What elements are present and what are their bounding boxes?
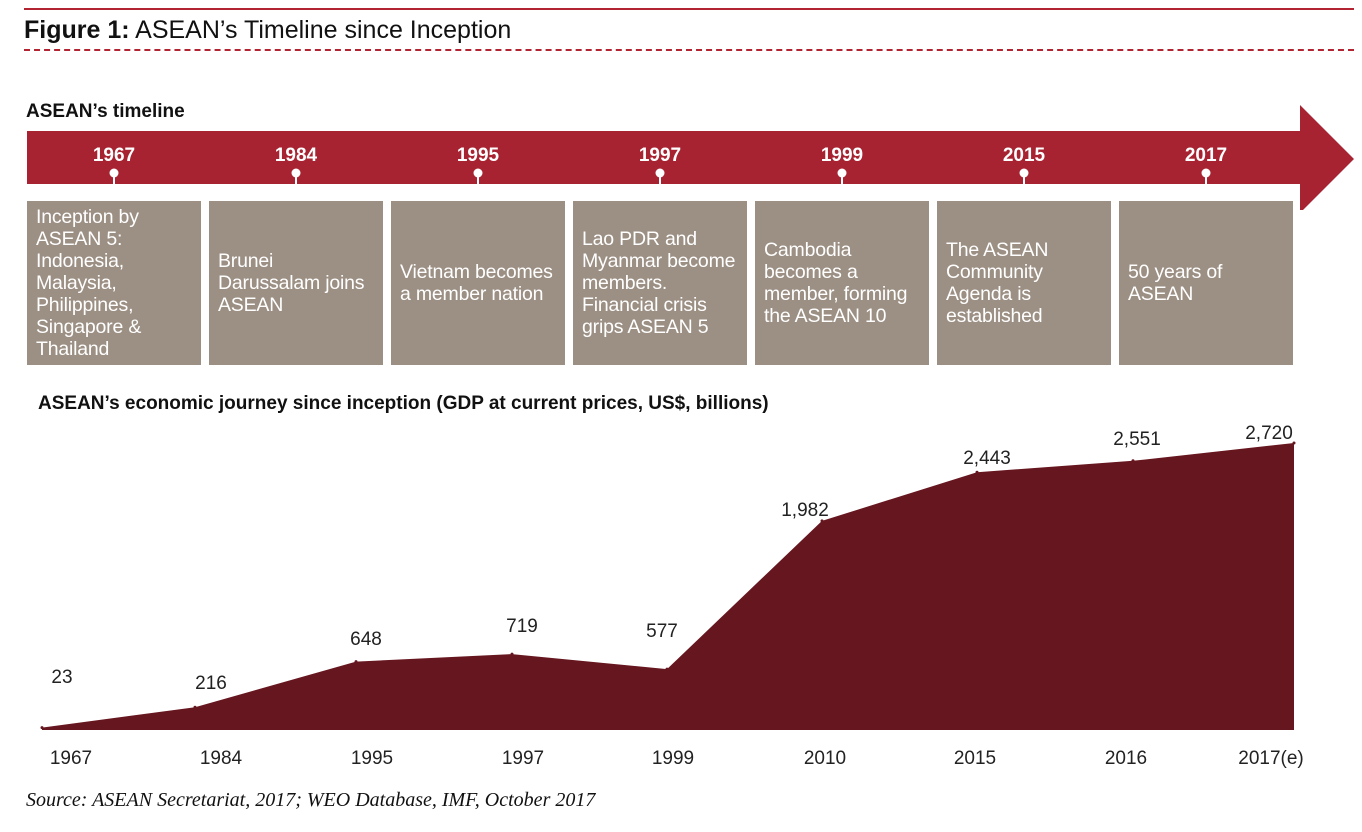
timeline-event-box: 50 years of ASEAN	[1119, 201, 1293, 365]
timeline-event-text: The ASEAN Community Agenda is establishe…	[946, 239, 1049, 327]
timeline-year: 1997	[639, 145, 681, 166]
data-label: 2,720	[1245, 423, 1293, 444]
data-label: 1,982	[781, 500, 829, 521]
data-label: 216	[195, 673, 227, 694]
timeline-event-box: Brunei Darussalam joins ASEAN	[209, 201, 383, 365]
gdp-data-point	[193, 705, 197, 709]
timeline-year: 1984	[275, 145, 318, 166]
gdp-data-point	[1292, 441, 1296, 445]
timeline-year: 2015	[1003, 145, 1046, 166]
timeline-event-text: Inception by ASEAN 5: Indonesia, Malaysi…	[36, 206, 142, 360]
timeline-dot	[291, 168, 301, 178]
gdp-data-point	[975, 470, 979, 474]
timeline-event-text: Vietnam becomes a member nation	[400, 261, 553, 305]
gdp-data-point	[1131, 459, 1135, 463]
timeline-event-box: Cambodia becomes a member, forming the A…	[755, 201, 929, 365]
timeline-dot	[1019, 168, 1029, 178]
figure-title: Figure 1: ASEAN’s Timeline since Incepti…	[24, 14, 511, 46]
x-tick-label: 2015	[954, 748, 996, 769]
timeline-event-text: Lao PDR and Myanmar become members. Fina…	[582, 228, 736, 338]
data-label: 2,551	[1113, 429, 1161, 450]
data-label: 719	[506, 616, 538, 637]
gdp-data-point	[510, 652, 514, 656]
timeline-dot	[473, 168, 483, 178]
timeline-year: 1995	[457, 145, 500, 166]
timeline-dot	[1201, 168, 1211, 178]
timeline-dot	[109, 168, 119, 178]
x-tick-label: 2016	[1105, 748, 1147, 769]
timeline-event-box: The ASEAN Community Agenda is establishe…	[937, 201, 1111, 365]
figure-title-text: ASEAN’s Timeline since Inception	[129, 16, 512, 44]
timeline-year: 1967	[93, 145, 135, 166]
timeline-event-text: Brunei Darussalam joins ASEAN	[218, 250, 365, 316]
timeline-event-text: Cambodia becomes a member, forming the A…	[764, 239, 908, 327]
timeline-heading: ASEAN’s timeline	[26, 101, 185, 122]
timeline-event-box: Vietnam becomes a member nation	[391, 201, 565, 365]
data-label: 648	[350, 629, 382, 650]
gdp-area-chart: 23 216 648 719 577 1,982 2,443 2,551 2,720 1967 19…	[40, 423, 1304, 769]
data-label: 2,443	[963, 448, 1011, 469]
chart-title: ASEAN’s economic journey since inception…	[38, 393, 769, 414]
gdp-area-series	[42, 443, 1294, 730]
timeline-event-box: Lao PDR and Myanmar become members. Fina…	[573, 201, 747, 365]
source-note: Source: ASEAN Secretariat, 2017; WEO Dat…	[26, 789, 596, 811]
gdp-data-point	[40, 726, 44, 730]
x-tick-label: 1999	[652, 748, 694, 769]
x-tick-label: 1997	[502, 748, 544, 769]
gdp-data-point	[820, 519, 824, 523]
timeline-event-text: 50 years of ASEAN	[1128, 261, 1223, 305]
dashed-rule	[24, 49, 1354, 51]
gdp-data-point	[665, 667, 669, 671]
gdp-data-point	[354, 660, 358, 664]
data-label: 577	[646, 621, 678, 642]
x-tick-label: 1984	[200, 748, 243, 769]
top-rule	[24, 8, 1354, 10]
x-tick-label: 1967	[50, 748, 92, 769]
timeline-arrow	[27, 105, 1354, 210]
timeline-year: 1999	[821, 145, 863, 166]
x-tick-label: 2017(e)	[1238, 748, 1304, 769]
timeline-dot	[655, 168, 665, 178]
data-label: 23	[51, 667, 72, 688]
x-tick-label: 2010	[804, 748, 846, 769]
figure-label: Figure 1:	[24, 16, 130, 44]
timeline-event-box: Inception by ASEAN 5: Indonesia, Malaysi…	[27, 201, 201, 365]
timeline-year: 2017	[1185, 145, 1227, 166]
timeline-arrow-graphic: 1967 1984 1995 1997 1999 2015 2017	[27, 105, 1354, 210]
x-tick-label: 1995	[351, 748, 393, 769]
timeline-dot	[837, 168, 847, 178]
